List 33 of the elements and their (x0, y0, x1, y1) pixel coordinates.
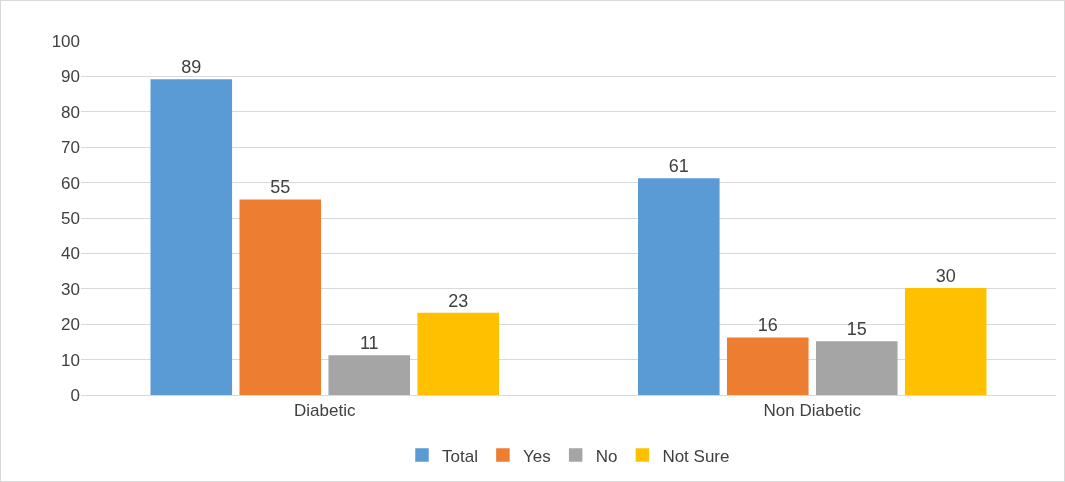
y-tick-label: 70 (61, 138, 80, 158)
legend-label: Not Sure (662, 446, 730, 466)
y-tick-label: 90 (61, 67, 80, 87)
y-tick-label: 100 (51, 31, 80, 51)
bar (638, 178, 720, 395)
y-tick-label: 30 (61, 279, 80, 299)
bar (726, 337, 809, 395)
bar (815, 341, 898, 395)
data-label: 16 (757, 315, 778, 336)
data-label: 11 (359, 333, 379, 354)
y-tick-label: 0 (70, 385, 80, 405)
data-label: 89 (181, 56, 202, 77)
y-tick-label: 10 (61, 350, 80, 370)
bar (417, 312, 499, 395)
bar (328, 355, 411, 395)
y-tick-label: 80 (61, 102, 80, 122)
bar (904, 288, 987, 395)
y-tick-label: 40 (61, 244, 80, 264)
y-tick-label: 60 (61, 173, 80, 193)
x-tick-label: Diabetic (294, 401, 356, 421)
y-tick-label: 20 (61, 315, 80, 335)
bar (150, 79, 233, 395)
data-label: 23 (448, 290, 469, 311)
legend-label: Total (442, 446, 478, 466)
y-tick-label: 50 (61, 208, 80, 228)
bar (239, 199, 322, 395)
data-label: 15 (846, 318, 867, 339)
data-label: 55 (270, 177, 291, 198)
x-tick-label: Non Diabetic (763, 401, 862, 421)
legend-label: Yes (522, 446, 551, 466)
legend-label: No (595, 446, 618, 466)
data-label: 30 (935, 265, 956, 286)
data-label: 61 (668, 156, 689, 177)
